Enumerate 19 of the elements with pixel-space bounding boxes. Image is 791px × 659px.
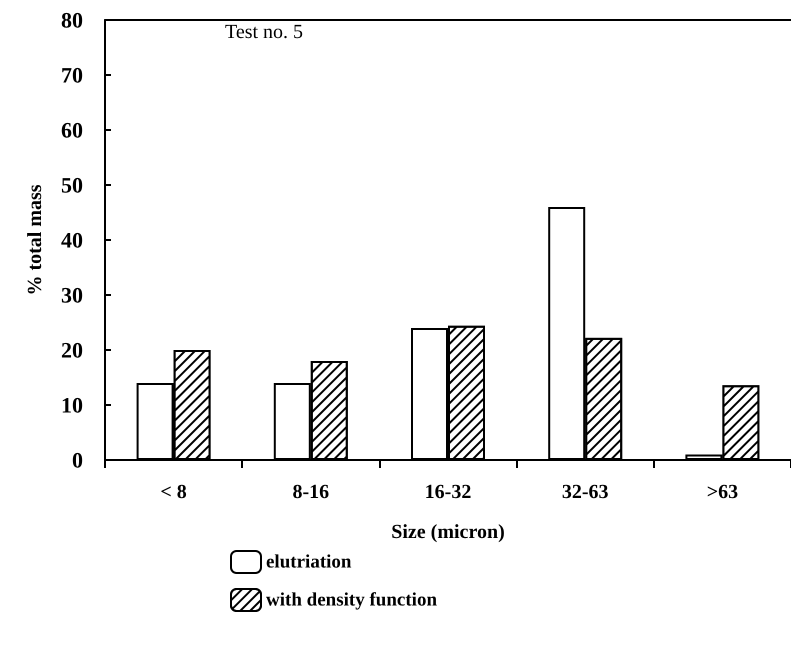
y-tick-label: 60: [61, 118, 83, 142]
y-tick-label: 40: [61, 228, 83, 252]
y-tick-label: 10: [61, 392, 83, 418]
y-tick-label: 70: [61, 62, 83, 88]
y-tick-label: 0: [72, 448, 83, 472]
x-tick-label: >63: [706, 481, 738, 503]
legend-label: with density function: [266, 590, 438, 610]
y-tick-label: 30: [61, 282, 83, 308]
y-tick-label: 20: [61, 338, 83, 362]
legend-label: elutriation: [266, 552, 352, 572]
chart-title: Test no. 5: [225, 21, 304, 43]
x-axis-title: Size (micron): [391, 521, 505, 543]
x-tick-label: 16-32: [424, 481, 472, 503]
y-axis-title: % total mass: [24, 184, 46, 296]
x-tick-label: < 8: [160, 481, 187, 503]
x-tick-label: 32-63: [562, 481, 609, 503]
x-tick-label: 8-16: [292, 481, 330, 503]
y-tick-label: 50: [61, 172, 83, 198]
y-tick-label: 80: [61, 8, 83, 32]
